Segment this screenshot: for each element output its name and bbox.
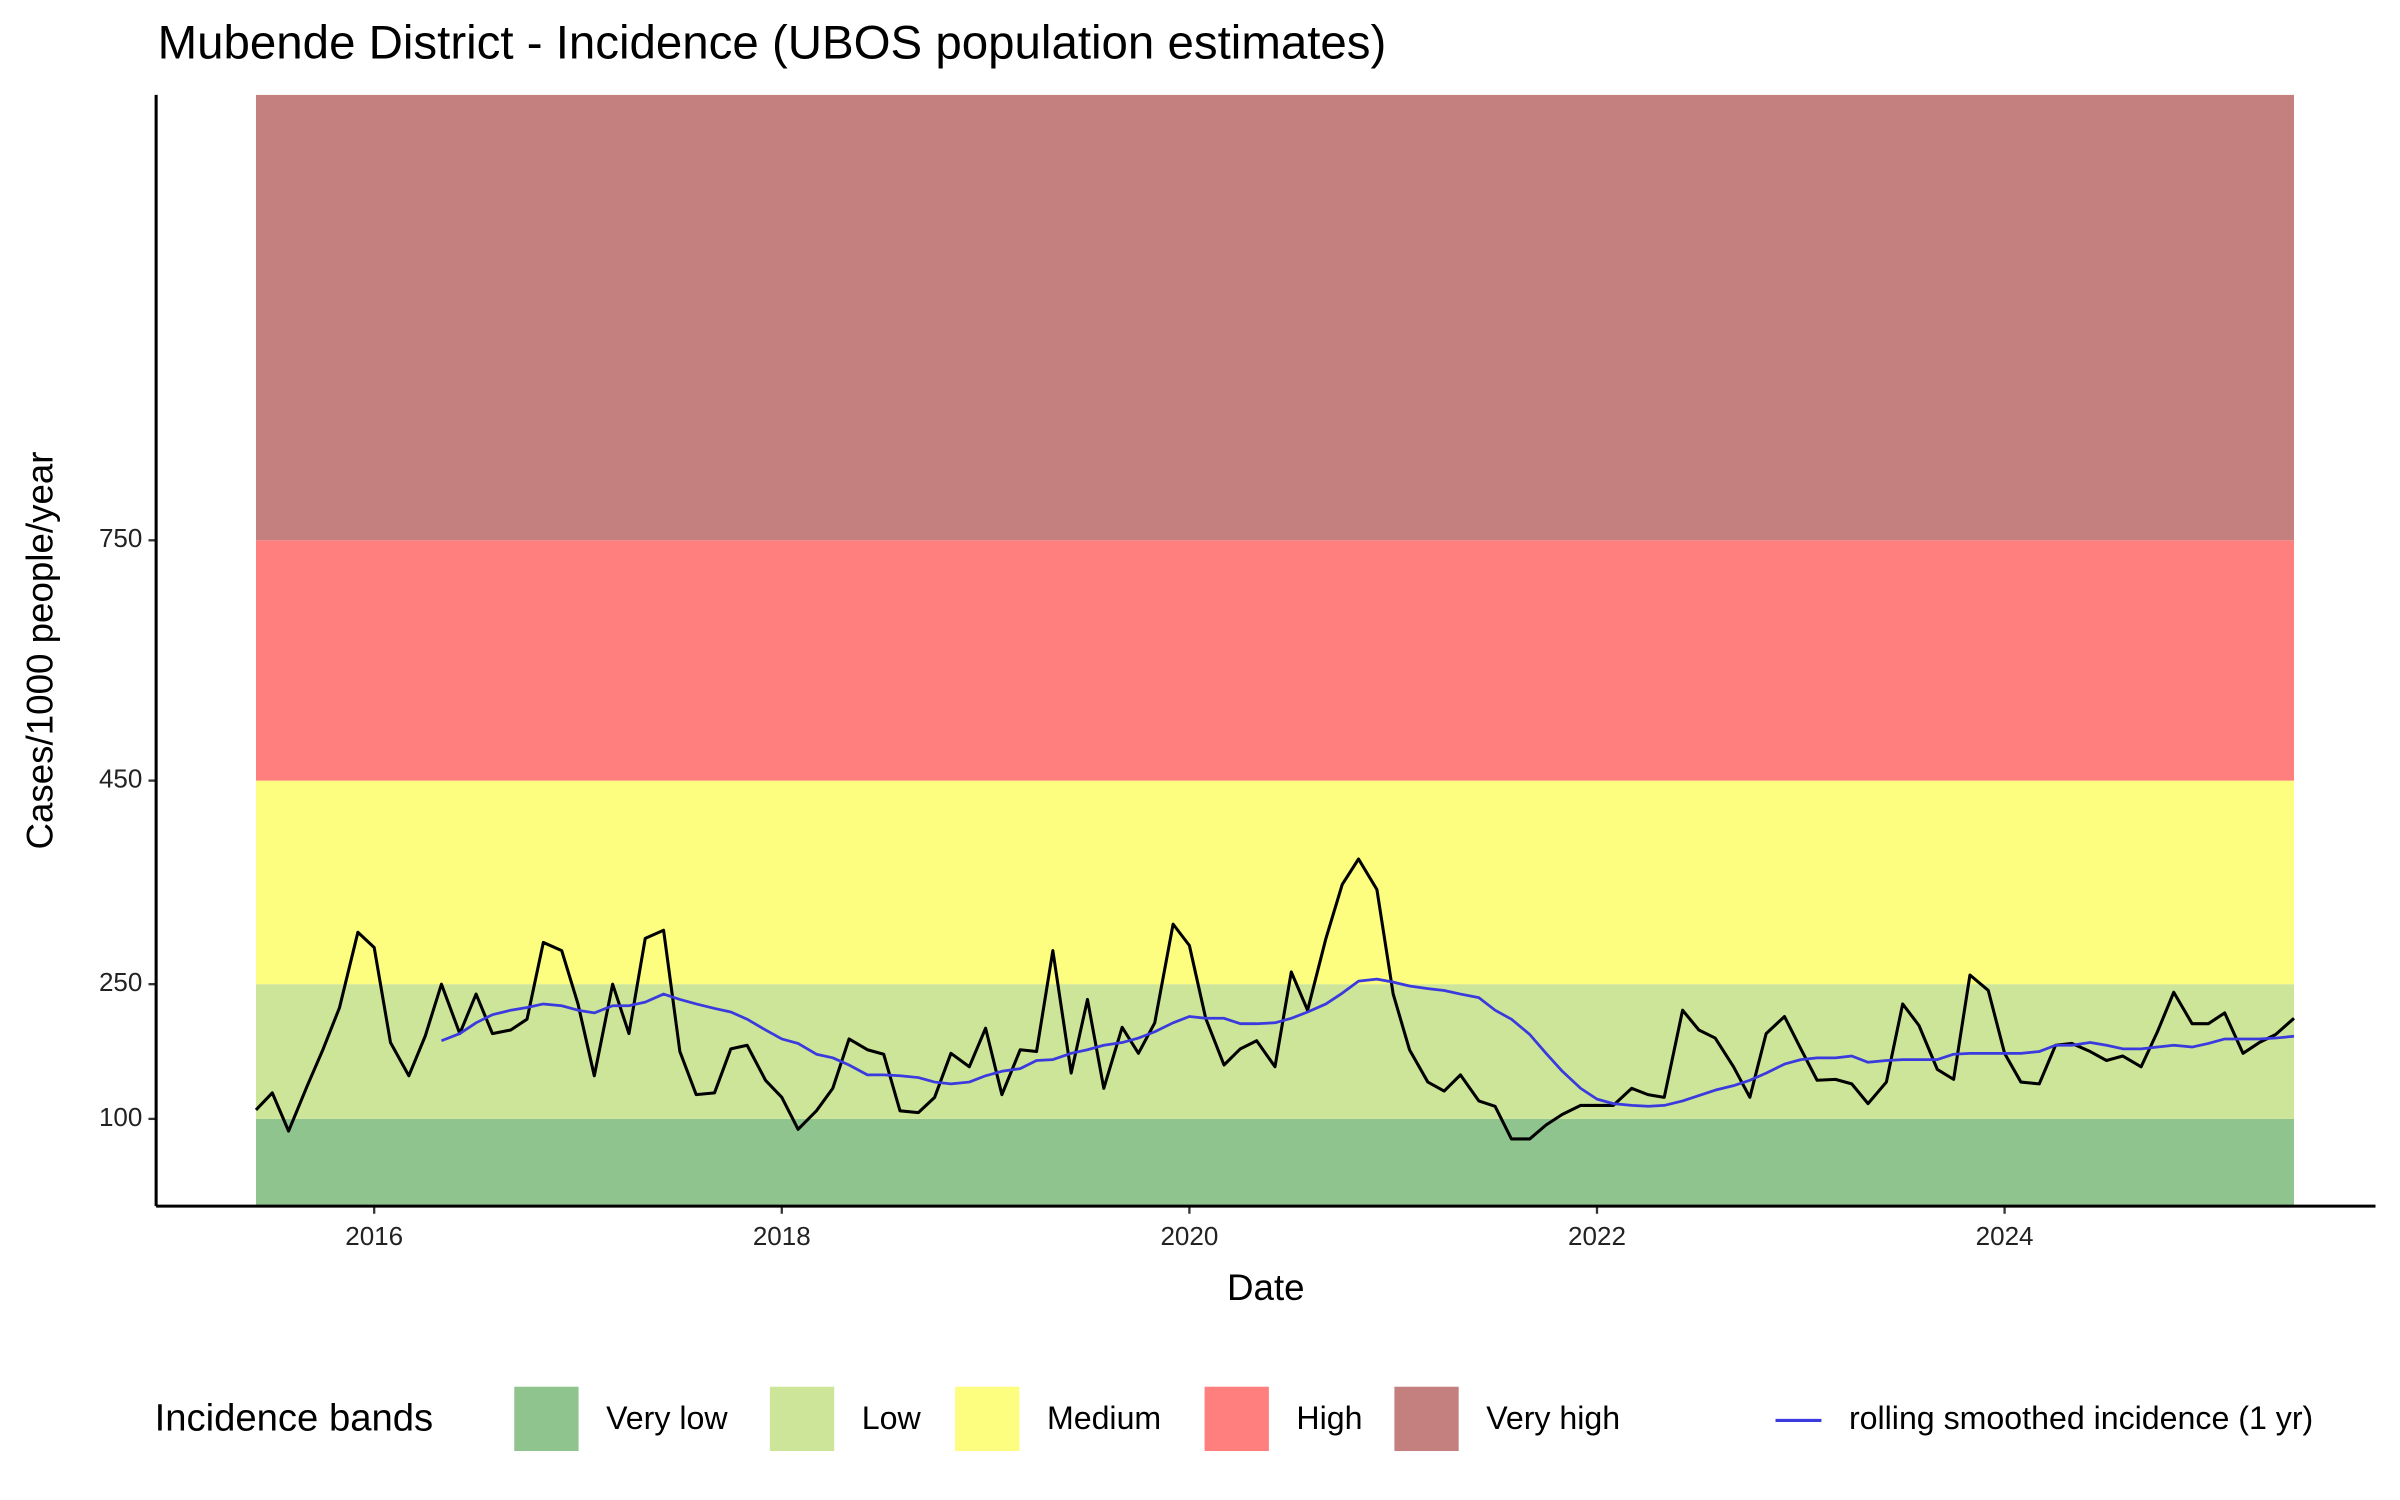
series-line xyxy=(440,977,2295,1108)
band xyxy=(255,780,2294,985)
legend-swatch xyxy=(1204,1386,1269,1452)
legend-label: Very low xyxy=(606,1400,728,1436)
band xyxy=(255,984,2294,1119)
legend-swatch xyxy=(514,1386,579,1452)
y-axis-label: Cases/1000 people/year xyxy=(20,451,61,849)
y-tick-label: 100 xyxy=(99,1102,142,1132)
x-tick-label: 2018 xyxy=(753,1221,811,1251)
band xyxy=(255,540,2294,781)
x-axis-label: Date xyxy=(1227,1267,1305,1308)
legend-label: High xyxy=(1296,1400,1362,1436)
legend-label: Low xyxy=(862,1400,922,1436)
x-tick-label: 2020 xyxy=(1160,1221,1218,1251)
x-tick-label: 2022 xyxy=(1568,1221,1626,1251)
legend-label: Medium xyxy=(1047,1400,1161,1436)
x-tick-label: 2024 xyxy=(1976,1221,2034,1251)
y-tick-label: 750 xyxy=(99,523,142,553)
y-tick-label: 250 xyxy=(99,967,142,997)
band xyxy=(255,1118,2294,1207)
legend-swatch xyxy=(769,1386,835,1452)
legend-swatch xyxy=(955,1386,1020,1452)
legend-swatch xyxy=(1394,1386,1459,1452)
legend-label: rolling smoothed incidence (1 yr) xyxy=(1849,1400,2313,1436)
y-tick-label: 450 xyxy=(99,763,142,793)
band xyxy=(255,94,2294,541)
x-tick-label: 2016 xyxy=(345,1221,403,1251)
legend-title: Incidence bands xyxy=(155,1397,434,1440)
legend-label: Very high xyxy=(1486,1400,1620,1436)
chart-title: Mubende District - Incidence (UBOS popul… xyxy=(158,16,1387,69)
series-line xyxy=(254,857,2296,1141)
